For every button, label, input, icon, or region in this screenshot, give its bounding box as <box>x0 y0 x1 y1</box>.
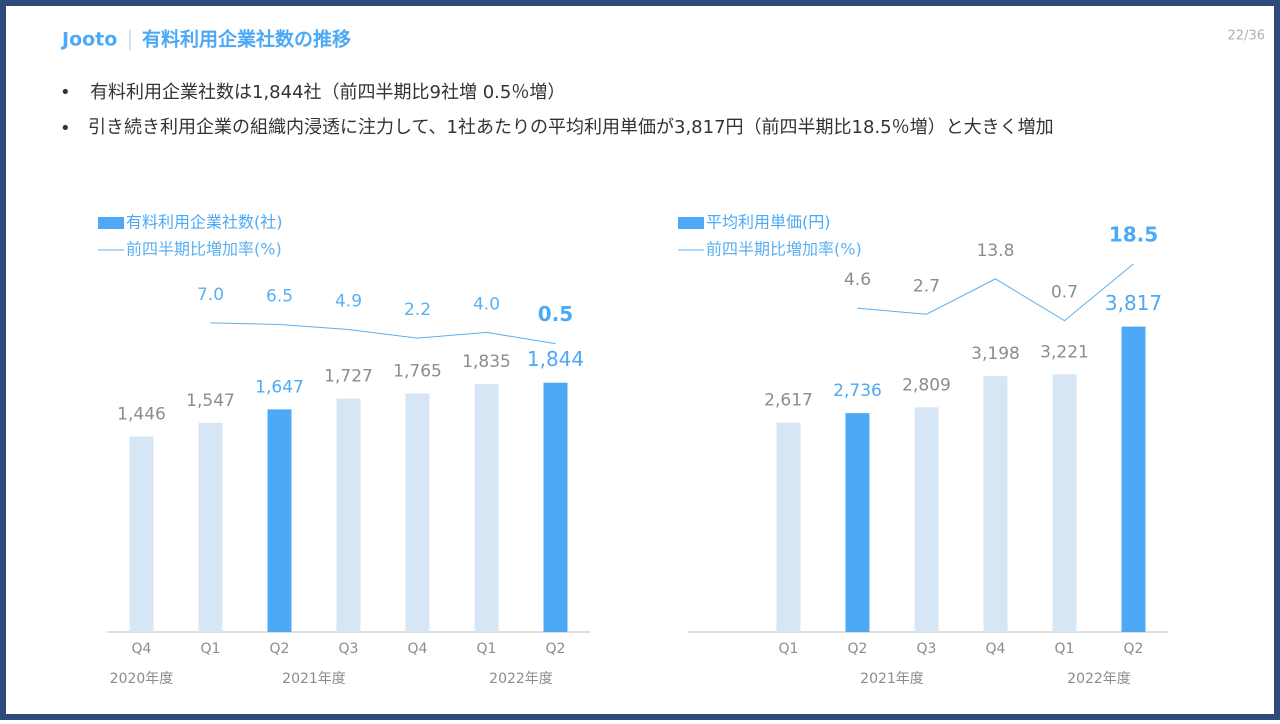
x-tick-label: Q3 <box>339 641 359 657</box>
group-label: 2022年度 <box>1067 671 1131 687</box>
line-value-label: 0.5 <box>538 302 573 326</box>
x-tick-label: Q2 <box>546 641 566 657</box>
x-tick-label: Q2 <box>1124 641 1144 657</box>
line-value-label: 4.6 <box>844 270 871 290</box>
line-value-label: 13.8 <box>977 241 1015 261</box>
bar <box>983 376 1008 632</box>
x-tick-label: Q4 <box>132 641 152 657</box>
rate-line <box>210 322 556 345</box>
bar-value-label: 3,198 <box>971 344 1020 364</box>
x-tick-label: Q2 <box>270 641 290 657</box>
bar-value-label: 2,617 <box>764 391 813 411</box>
x-tick-label: Q2 <box>848 641 868 657</box>
bullet-dot: • <box>60 82 71 103</box>
x-tick-label: Q1 <box>779 641 799 657</box>
brand: Jooto <box>60 29 117 51</box>
x-tick-label: Q1 <box>477 641 497 657</box>
line-value-label: 4.9 <box>335 292 362 312</box>
x-tick-label: Q1 <box>201 641 221 657</box>
group-label: 2020年度 <box>110 671 174 687</box>
x-tick-label: Q4 <box>408 641 428 657</box>
bar-value-label: 1,835 <box>462 352 511 372</box>
group-label: 2022年度 <box>489 671 553 687</box>
line-value-label: 7.0 <box>197 285 224 305</box>
bar-value-label: 2,736 <box>833 381 882 401</box>
legend-label: 前四半期比増加率(%) <box>126 240 282 259</box>
bar-value-label: 1,727 <box>324 367 373 387</box>
x-tick-label: Q1 <box>1055 641 1075 657</box>
bullet-box: 引き続き利用企業の組織内浸透に注力して、1社あたりの平均利用単価が3,817円（… <box>88 117 1054 138</box>
bullet: 有料利用企業社数は1,844社（前四半期比9社増 0.5％増） <box>90 82 565 103</box>
bar-value-label: 3,221 <box>1040 342 1089 362</box>
bar <box>198 422 223 632</box>
bar-value-label: 1,765 <box>393 361 442 381</box>
x-tick-label: Q4 <box>986 641 1006 657</box>
slide-title: 有料利用企業社数の推移 <box>142 28 351 51</box>
bar <box>267 409 292 632</box>
bar <box>543 382 568 632</box>
bar <box>1121 326 1146 632</box>
line-value-label: 2.2 <box>404 300 431 320</box>
group-label: 2021年度 <box>860 671 924 687</box>
line-value-label: 6.5 <box>266 286 293 306</box>
line-value-label: 4.0 <box>473 294 500 314</box>
legend-label: 平均利用単価(円) <box>706 213 831 232</box>
legend-swatch <box>678 217 704 229</box>
rate-line <box>857 263 1134 322</box>
bar <box>1052 374 1077 632</box>
bullet: 引き続き利用企業の組織内浸透に注力して、1社あたりの平均利用単価が3,817円（… <box>88 117 1054 138</box>
bar-value-label: 1,547 <box>186 391 235 411</box>
bar <box>914 407 939 632</box>
line-value-label: 2.7 <box>913 276 940 296</box>
bar <box>474 383 499 632</box>
legend-label: 前四半期比増加率(%) <box>706 240 862 259</box>
bar-value-label: 1,844 <box>527 347 584 371</box>
bar-value-label: 2,809 <box>902 375 951 395</box>
line-value-label: 0.7 <box>1051 283 1078 303</box>
bar-value-label: 3,817 <box>1105 291 1162 315</box>
bar <box>845 413 870 632</box>
bar <box>776 422 801 632</box>
bar <box>129 436 154 632</box>
line-value-label: 18.5 <box>1109 222 1158 246</box>
legend-swatch <box>98 217 124 229</box>
bar <box>405 393 430 632</box>
legend-label: 有料利用企業社数(社) <box>126 213 283 232</box>
x-tick-label: Q3 <box>917 641 937 657</box>
bar <box>336 398 361 632</box>
page-number: 22/36 <box>1228 29 1265 44</box>
group-label: 2021年度 <box>282 671 346 687</box>
bar-value-label: 1,446 <box>117 405 166 425</box>
bullet-dot: • <box>60 118 71 139</box>
bar-value-label: 1,647 <box>255 377 304 397</box>
